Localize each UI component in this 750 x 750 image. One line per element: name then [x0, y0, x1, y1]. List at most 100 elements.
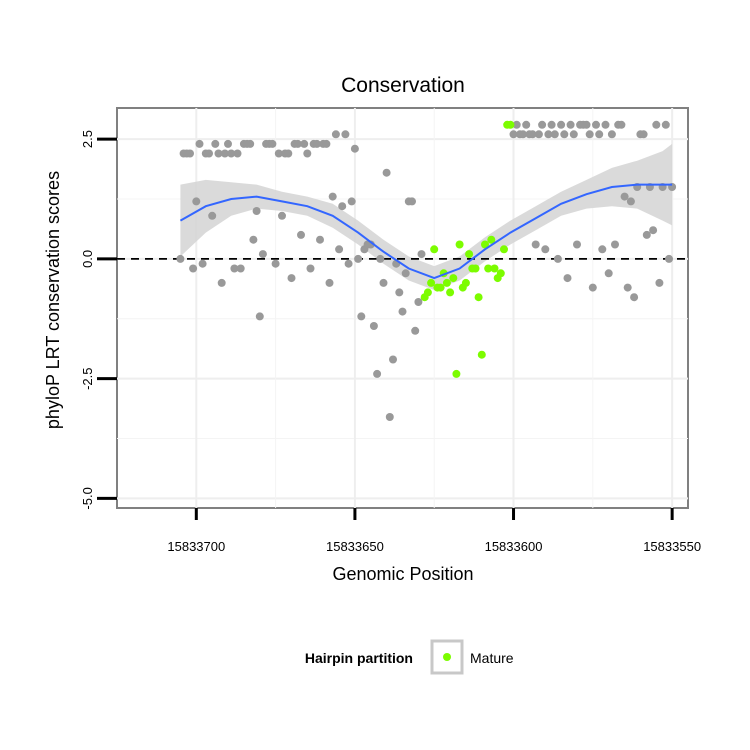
point-other-121 — [649, 226, 658, 235]
point-mature-14 — [465, 250, 474, 259]
legend-label-mature: Mature — [470, 650, 514, 666]
point-other-123 — [655, 278, 664, 287]
point-other-84 — [531, 240, 540, 249]
point-other-125 — [661, 120, 670, 129]
point-other-17 — [230, 264, 239, 273]
point-other-7 — [198, 259, 207, 268]
point-other-90 — [550, 130, 559, 139]
point-mature-25 — [500, 245, 508, 254]
point-mature-8 — [446, 288, 455, 297]
point-other-93 — [560, 130, 569, 139]
point-other-11 — [211, 139, 220, 148]
point-other-43 — [312, 139, 321, 148]
point-other-56 — [354, 254, 363, 263]
point-other-89 — [547, 120, 556, 129]
point-other-15 — [224, 139, 232, 148]
legend: Hairpin partition Mature — [305, 639, 514, 675]
point-other-115 — [630, 293, 639, 302]
point-mature-3 — [430, 245, 439, 254]
data-points — [176, 120, 677, 421]
point-other-26 — [258, 250, 267, 259]
point-mature-21 — [487, 235, 496, 244]
point-other-38 — [297, 230, 305, 239]
point-mature-5 — [436, 283, 445, 292]
point-mature-10 — [452, 369, 461, 378]
point-mature-13 — [461, 278, 470, 287]
point-other-24 — [252, 207, 261, 215]
point-other-29 — [268, 139, 277, 148]
point-mature-24 — [496, 269, 505, 278]
point-other-52 — [341, 130, 350, 139]
point-other-50 — [335, 245, 344, 254]
point-other-69 — [395, 288, 404, 297]
point-other-19 — [236, 264, 245, 273]
point-other-122 — [652, 120, 661, 129]
point-other-61 — [369, 322, 378, 330]
point-other-46 — [322, 139, 331, 148]
point-other-9 — [205, 149, 213, 158]
y-tick-label-0: 2.5 — [80, 130, 95, 148]
point-other-114 — [626, 197, 635, 206]
point-other-41 — [306, 264, 315, 273]
point-other-75 — [414, 298, 423, 306]
point-other-6 — [195, 139, 204, 148]
point-other-80 — [519, 130, 527, 139]
point-other-105 — [598, 245, 607, 254]
point-other-109 — [611, 240, 619, 249]
point-other-32 — [278, 211, 286, 220]
point-other-97 — [573, 240, 581, 249]
point-other-81 — [522, 120, 531, 129]
point-other-16 — [227, 149, 236, 158]
point-mature-22 — [490, 264, 499, 273]
chart-title: Conservation — [341, 74, 465, 97]
point-other-96 — [569, 130, 578, 139]
point-mature-7 — [442, 278, 451, 287]
smooth-fit-line — [179, 183, 673, 280]
point-other-126 — [665, 254, 673, 263]
point-other-48 — [328, 192, 337, 201]
point-other-62 — [373, 369, 382, 378]
point-other-71 — [401, 269, 410, 278]
point-other-40 — [303, 149, 312, 158]
point-other-51 — [338, 202, 347, 211]
x-axis: 15833700 15833650 15833600 15833550 — [167, 508, 701, 554]
point-other-23 — [249, 235, 258, 244]
point-other-74 — [411, 326, 420, 335]
point-other-3 — [186, 149, 194, 158]
y-tick-label-2: -2.5 — [80, 367, 95, 389]
point-other-118 — [639, 130, 648, 139]
point-other-34 — [284, 149, 293, 158]
point-other-12 — [214, 149, 223, 158]
point-other-108 — [607, 130, 616, 139]
point-other-92 — [557, 120, 566, 129]
y-tick-label-1: 0.0 — [80, 250, 95, 268]
point-other-77 — [509, 130, 518, 139]
point-other-57 — [357, 312, 366, 321]
point-mature-1 — [423, 288, 432, 297]
point-other-112 — [620, 192, 629, 201]
point-other-73 — [408, 197, 416, 206]
x-tick-label-0: 15833700 — [167, 539, 225, 554]
point-other-78 — [512, 120, 521, 129]
point-other-49 — [331, 130, 340, 139]
legend-title: Hairpin partition — [305, 650, 413, 666]
point-other-55 — [350, 144, 359, 153]
point-mature-20 — [484, 264, 493, 273]
point-other-100 — [582, 120, 591, 129]
x-tick-label-2: 15833600 — [485, 539, 543, 554]
point-other-103 — [592, 120, 600, 129]
point-other-13 — [217, 278, 226, 287]
point-other-113 — [623, 283, 632, 292]
point-mature-11 — [455, 240, 464, 249]
x-tick-label-3: 15833550 — [643, 539, 701, 554]
point-other-0 — [176, 254, 185, 263]
point-other-86 — [538, 120, 547, 129]
x-tick-label-1: 15833650 — [326, 539, 384, 554]
point-other-119 — [642, 230, 651, 239]
point-other-66 — [385, 413, 394, 421]
point-other-4 — [189, 264, 198, 273]
point-other-30 — [271, 259, 280, 268]
y-axis-label: phyloP LRT conservation scores — [43, 171, 63, 429]
point-other-53 — [344, 259, 353, 268]
